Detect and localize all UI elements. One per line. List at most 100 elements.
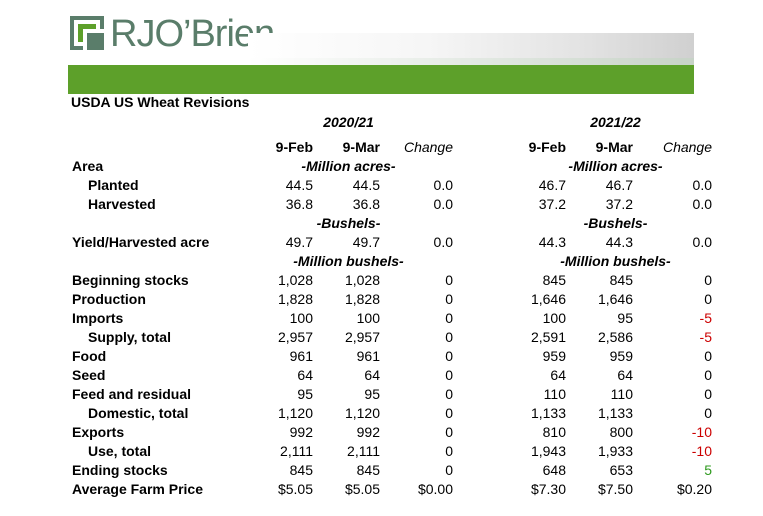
value-cell: 64 — [550, 366, 566, 383]
column-header: 9-Mar — [595, 138, 633, 155]
change-cell: 0 — [445, 404, 453, 421]
value-cell: 1,828 — [277, 290, 313, 307]
value-cell: 1,120 — [344, 404, 380, 421]
header-green-bar — [68, 65, 694, 94]
table-row: Imports 100 100 0 100 95 -5 — [68, 308, 712, 327]
change-cell: 0.0 — [692, 176, 712, 193]
spacer — [453, 308, 519, 327]
value-cell: 110 — [610, 385, 633, 402]
spacer — [453, 460, 519, 479]
value-cell: 1,646 — [597, 290, 633, 307]
table-row: Seed 64 64 0 64 64 0 — [68, 365, 712, 384]
value-cell: 959 — [542, 347, 566, 364]
row-label: Yield/Harvested acre — [72, 233, 210, 250]
value-cell: 845 — [289, 461, 313, 478]
change-cell: $0.00 — [417, 480, 453, 497]
change-cell: 0 — [704, 290, 712, 307]
value-cell: 1,133 — [597, 404, 633, 421]
value-cell: $7.50 — [597, 480, 633, 497]
value-cell: 95 — [617, 309, 633, 326]
unit-label: -Bushels- — [583, 214, 648, 231]
value-cell: 845 — [356, 461, 380, 478]
value-cell: 37.2 — [538, 195, 566, 212]
value-cell: 1,028 — [277, 271, 313, 288]
change-cell: 0 — [445, 423, 453, 440]
value-cell: 100 — [289, 309, 313, 326]
column-header-row: 9-Feb 9-Mar Change 9-Feb 9-Mar Change — [68, 137, 712, 156]
change-cell: 0 — [445, 271, 453, 288]
table-row: Ending stocks 845 845 0 648 653 5 — [68, 460, 712, 479]
change-cell: -10 — [691, 423, 712, 440]
change-cell: 0 — [704, 347, 712, 364]
column-header: 9-Mar — [342, 138, 380, 155]
change-cell: -5 — [699, 328, 712, 345]
value-cell: 2,591 — [530, 328, 566, 345]
spacer — [453, 422, 519, 441]
unit-label: -Million acres- — [301, 157, 396, 174]
row-label: Ending stocks — [72, 461, 168, 478]
change-cell: 0.0 — [692, 233, 712, 250]
column-header: 9-Feb — [275, 138, 313, 155]
row-label: Supply, total — [88, 328, 171, 345]
value-cell: 2,957 — [344, 328, 380, 345]
spacer — [453, 156, 519, 175]
spacer — [453, 365, 519, 384]
spacer — [453, 175, 519, 194]
value-cell: 95 — [297, 385, 313, 402]
spacer — [453, 289, 519, 308]
value-cell: 64 — [364, 366, 380, 383]
row-label — [68, 213, 244, 232]
table-row: Yield/Harvested acre 49.7 49.7 0.0 44.3 44.3 0… — [68, 232, 712, 251]
spacer — [453, 270, 519, 289]
row-label: Exports — [72, 423, 125, 440]
value-cell: 46.7 — [605, 176, 633, 193]
table-row: Supply, total 2,957 2,957 0 2,591 2,586 -5 — [68, 327, 712, 346]
table-row: Beginning stocks 1,028 1,028 0 845 845 0 — [68, 270, 712, 289]
table-row: Planted 44.5 44.5 0.0 46.7 46.7 0.0 — [68, 175, 712, 194]
value-cell: 992 — [289, 423, 313, 440]
change-cell: 0 — [445, 328, 453, 345]
value-cell: 100 — [542, 309, 566, 326]
change-cell: 0.0 — [433, 195, 453, 212]
spacer — [453, 327, 519, 346]
change-cell: 0.0 — [433, 233, 453, 250]
spacer — [453, 384, 519, 403]
change-cell: 0 — [445, 309, 453, 326]
change-cell: 5 — [704, 461, 712, 478]
value-cell: 2,957 — [277, 328, 313, 345]
unit-label: -Million acres- — [568, 157, 663, 174]
row-label: Average Farm Price — [72, 480, 203, 497]
value-cell: 36.8 — [352, 195, 380, 212]
value-cell: 961 — [289, 347, 313, 364]
spacer — [453, 251, 519, 270]
value-cell: 810 — [542, 423, 566, 440]
row-label: Area — [72, 157, 104, 174]
column-header: Change — [403, 138, 453, 155]
row-label: Use, total — [88, 442, 152, 459]
value-cell: 1,828 — [344, 290, 380, 307]
value-cell: 110 — [543, 385, 566, 402]
unit-label: -Million bushels- — [293, 252, 404, 269]
value-cell: 1,120 — [277, 404, 313, 421]
value-cell: 648 — [542, 461, 566, 478]
row-label: Food — [72, 347, 107, 364]
spacer — [453, 346, 519, 365]
brand-name: RJO’Brien — [110, 13, 275, 55]
table-row: Food 961 961 0 959 959 0 — [68, 346, 712, 365]
value-cell: 1,943 — [530, 442, 566, 459]
change-cell: $0.20 — [676, 480, 712, 497]
value-cell: 1,133 — [530, 404, 566, 421]
change-cell: 0 — [704, 271, 712, 288]
value-cell: 44.5 — [352, 176, 380, 193]
spacer — [453, 479, 519, 498]
row-label: Seed — [72, 366, 106, 383]
change-cell: 0.0 — [433, 176, 453, 193]
period-label: 2020/21 — [323, 113, 374, 130]
unit-label: -Million bushels- — [560, 252, 671, 269]
spacer — [453, 403, 519, 422]
rjo-logo-mark-icon — [70, 16, 104, 50]
value-cell: 845 — [542, 271, 566, 288]
row-label: Planted — [88, 176, 139, 193]
value-cell: $7.30 — [530, 480, 566, 497]
